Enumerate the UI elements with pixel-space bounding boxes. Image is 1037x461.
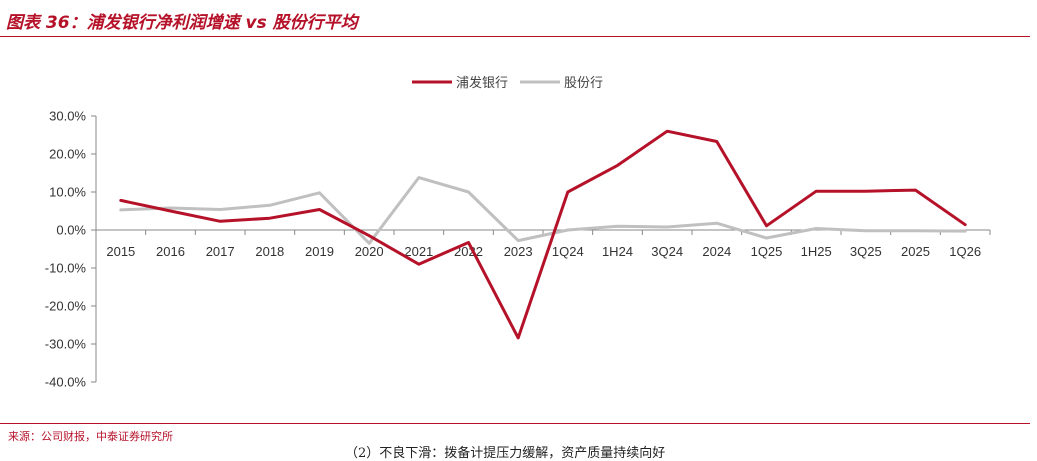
x-tick-label: 3Q25 xyxy=(850,244,882,259)
title-divider xyxy=(0,36,1030,37)
source-divider xyxy=(0,423,1030,424)
x-tick-label: 2019 xyxy=(305,244,334,259)
y-tick-label: -20.0% xyxy=(45,299,87,314)
x-tick-label: 2015 xyxy=(106,244,135,259)
x-tick-label: 2020 xyxy=(355,244,384,259)
x-tick-label: 2024 xyxy=(702,244,731,259)
figure-title: 图表 36：浦发银行净利润增速 vs 股份行平均 xyxy=(6,13,358,33)
legend-label-peer: 股份行 xyxy=(564,76,603,91)
y-tick-label: -30.0% xyxy=(45,337,87,352)
y-tick-label: -10.0% xyxy=(45,261,87,276)
y-axis: 30.0% 20.0% 10.0% 0.0% -10.0% -20.0% -30.0% -40… xyxy=(45,109,97,390)
y-tick-label: 20.0% xyxy=(49,147,86,162)
x-tick-label: 3Q24 xyxy=(651,244,683,259)
line-chart: 浦发银行 股份行 30.0% 20.0% 10.0% 0.0% -10.0% -20.0% -… xyxy=(45,75,991,390)
body-text-cut: （2）不良下滑：拨备计提压力缓解，资产质量持续向好 xyxy=(345,446,666,461)
series-line-spdb xyxy=(119,129,967,340)
x-tick-label: 2018 xyxy=(255,244,284,259)
x-tick-label: 1H24 xyxy=(602,244,633,259)
x-tick-label: 1Q25 xyxy=(751,244,783,259)
x-tick-label: 2021 xyxy=(404,244,433,259)
x-tick-label: 2025 xyxy=(901,244,930,259)
x-tick-label: 2017 xyxy=(206,244,235,259)
y-tick-label: -40.0% xyxy=(45,375,87,390)
legend: 浦发银行 股份行 xyxy=(412,75,603,91)
y-tick-label: 10.0% xyxy=(49,185,86,200)
x-tick-label: 2016 xyxy=(156,244,185,259)
y-tick-label: 30.0% xyxy=(49,109,86,124)
y-tick-label: 0.0% xyxy=(56,223,86,238)
source-note: 来源：公司财报，中泰证券研究所 xyxy=(8,430,173,443)
x-tick-label: 2023 xyxy=(504,244,533,259)
x-axis: 2015 2016 2017 2018 2019 2020 2021 2022 2023 1Q24… xyxy=(95,229,991,259)
series-line-peer xyxy=(119,176,967,245)
series-layer xyxy=(119,129,967,340)
x-tick-label: 1Q26 xyxy=(949,244,981,259)
x-tick-label: 1Q24 xyxy=(552,244,584,259)
legend-label-spdb: 浦发银行 xyxy=(456,75,508,91)
x-tick-label: 1H25 xyxy=(801,244,832,259)
